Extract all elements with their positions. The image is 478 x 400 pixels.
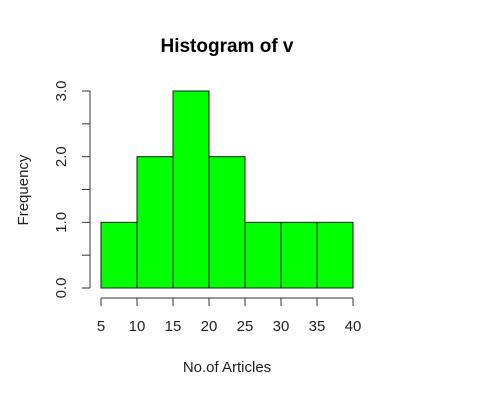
x-tick-label-5: 30	[273, 318, 290, 335]
y-tick-label-3: 3.0	[53, 81, 70, 102]
x-axis: 5 10 15 20 25 30 35 40	[97, 297, 362, 335]
histogram-bar-6	[316, 221, 354, 289]
y-tick-label-1: 1.0	[53, 212, 70, 233]
histogram-bar-3	[208, 156, 246, 289]
histogram-bar-5	[280, 221, 318, 289]
y-axis-label: Frequency	[15, 154, 32, 225]
bars-group	[100, 90, 354, 289]
x-axis-label: No.of Articles	[183, 359, 271, 376]
x-tick-label-1: 10	[129, 318, 146, 335]
histogram-bar-1	[136, 156, 174, 289]
x-tick-label-6: 35	[309, 318, 326, 335]
x-tick-label-7: 40	[345, 318, 362, 335]
x-tick-label-2: 15	[165, 318, 182, 335]
histogram-bar-0	[100, 221, 138, 289]
y-axis: 0.0 1.0 2.0 3.0	[53, 81, 91, 299]
x-tick-label-3: 20	[201, 318, 218, 335]
y-tick-label-2: 2.0	[53, 146, 70, 167]
y-tick-label-0: 0.0	[53, 278, 70, 299]
x-tick-label-0: 5	[97, 318, 105, 335]
chart-title: Histogram of v	[160, 36, 293, 57]
histogram-bar-4	[244, 221, 282, 289]
x-tick-label-4: 25	[237, 318, 254, 335]
histogram-bar-2	[172, 90, 210, 289]
